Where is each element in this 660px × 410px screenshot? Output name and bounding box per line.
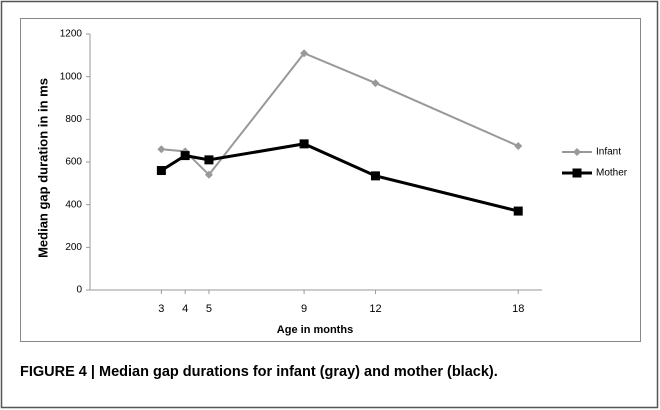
point xyxy=(300,49,309,58)
point xyxy=(371,79,380,88)
series-line xyxy=(160,142,519,213)
x-tick-label: 9 xyxy=(301,303,307,315)
point xyxy=(180,151,190,161)
point xyxy=(204,170,213,179)
legend-marker xyxy=(573,148,581,156)
y-tick-label: 200 xyxy=(65,242,82,253)
point xyxy=(370,171,380,181)
point xyxy=(514,142,523,150)
point xyxy=(156,166,166,176)
x-tick-label: 4 xyxy=(182,303,188,315)
point xyxy=(204,155,214,165)
legend-marker xyxy=(572,168,582,178)
legend-label: Infant xyxy=(596,147,621,158)
chart-frame xyxy=(20,18,641,342)
point xyxy=(299,139,309,149)
y-tick-label: 800 xyxy=(65,114,82,125)
y-tick-label: 400 xyxy=(65,199,82,210)
x-tick-label: 3 xyxy=(158,303,164,315)
caption: FIGURE 4 | Median gap durations for infa… xyxy=(20,364,498,380)
y-tick-label: 600 xyxy=(65,157,82,168)
x-tick-label: 18 xyxy=(512,303,524,315)
y-tick-label: 0 xyxy=(76,285,82,296)
y-tick-label: 1200 xyxy=(60,29,83,40)
point xyxy=(513,206,523,216)
point xyxy=(157,145,166,154)
y-tick-label: 1000 xyxy=(60,71,83,82)
x-axis-label: Age in months xyxy=(277,324,353,336)
x-tick-label: 12 xyxy=(369,303,381,315)
y-axis-label: Median gap duration in in ms xyxy=(35,78,50,258)
series-line xyxy=(161,51,519,177)
x-tick-label: 5 xyxy=(206,303,212,315)
legend-label: Mother xyxy=(596,168,628,179)
